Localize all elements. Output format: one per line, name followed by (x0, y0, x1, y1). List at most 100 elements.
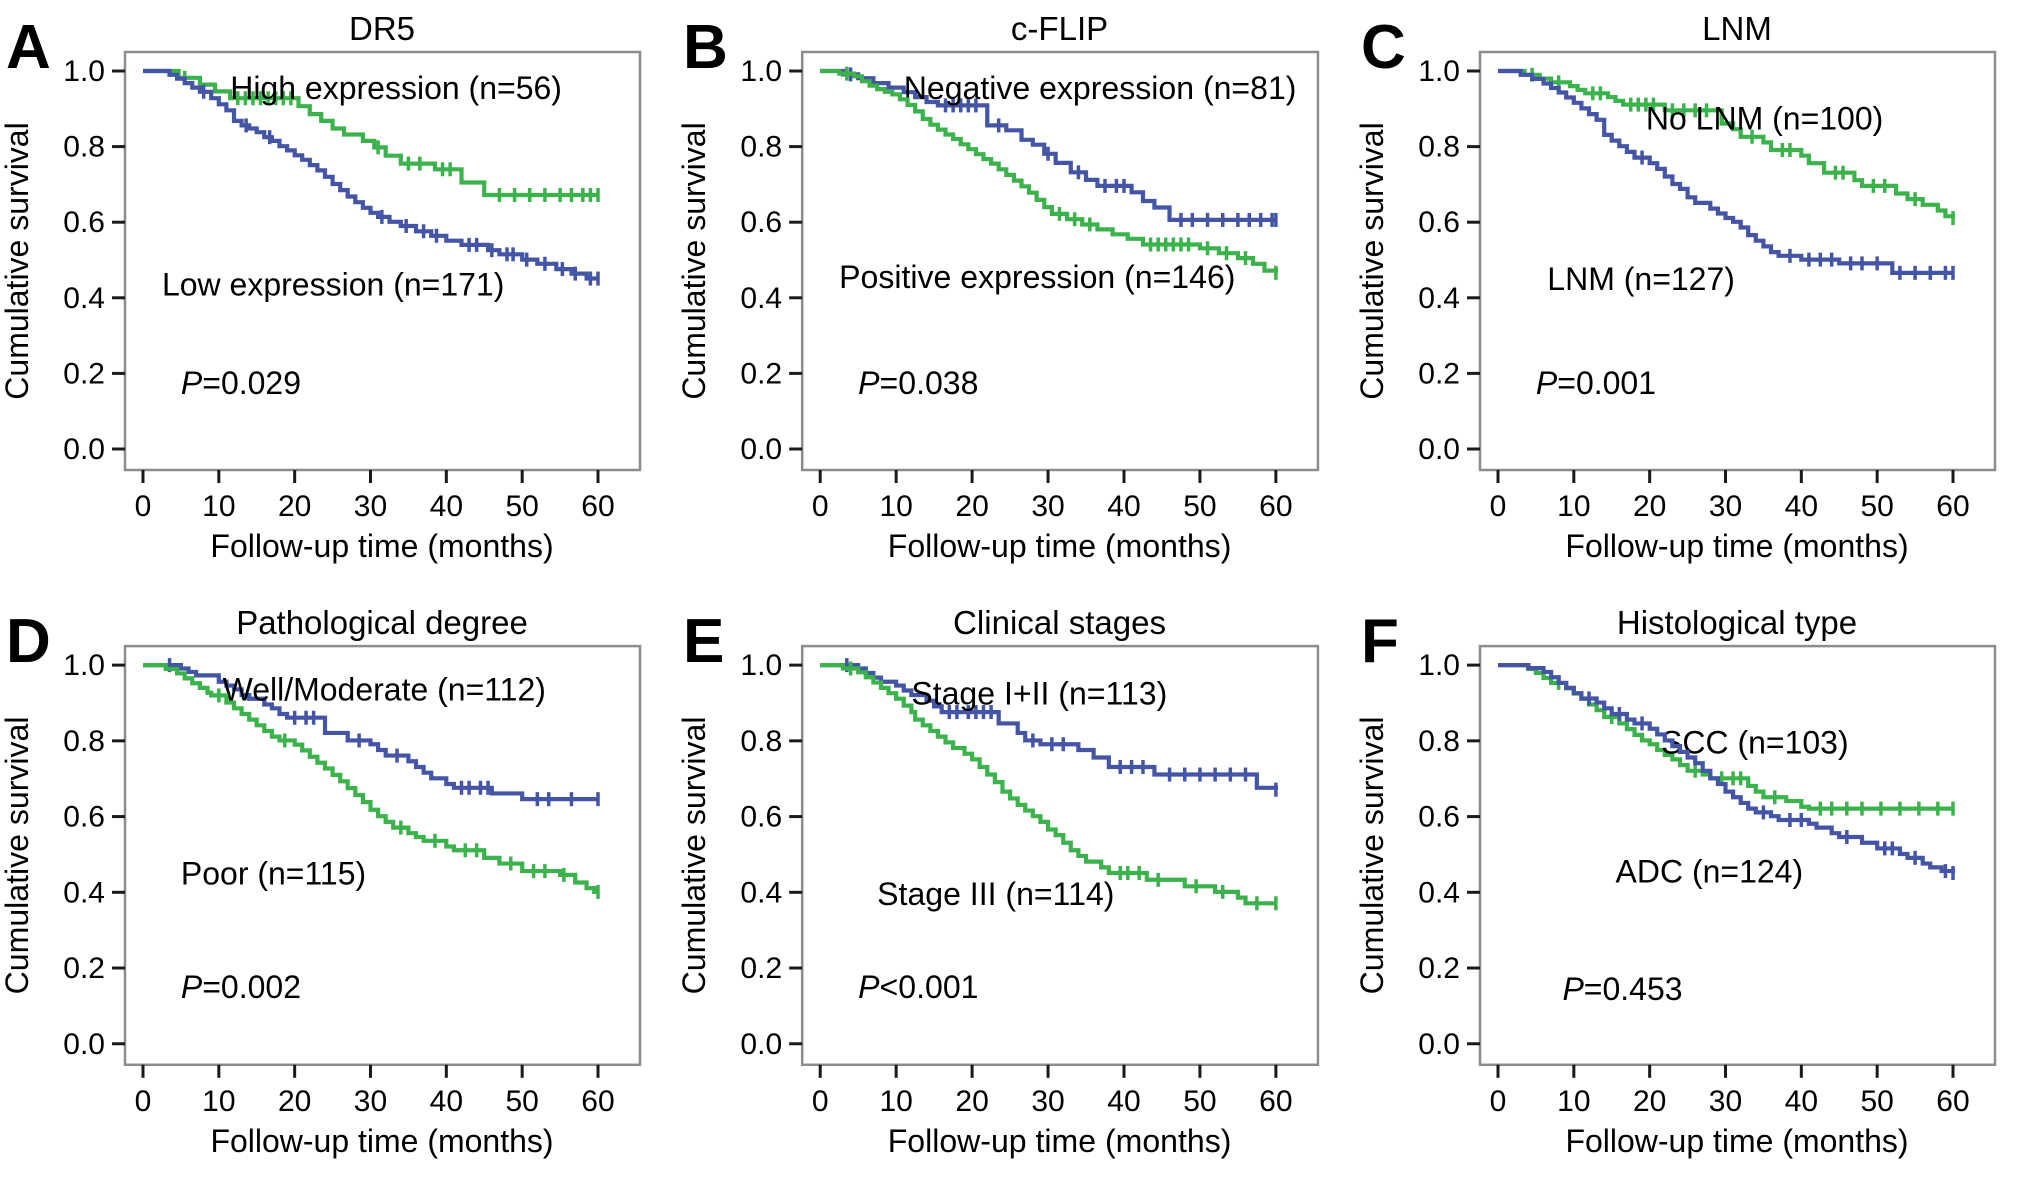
y-tick-label: 0.2 (740, 357, 782, 390)
x-tick-label: 10 (202, 490, 235, 523)
x-tick-label: 40 (1785, 1085, 1818, 1118)
x-tick-label: 10 (879, 490, 912, 523)
x-tick-label: 60 (1259, 490, 1292, 523)
survival-curve-blue (820, 663, 1278, 790)
survival-curve-blue (820, 68, 1276, 222)
y-tick-label: 0.6 (1418, 801, 1460, 834)
censor-marks-blue (1587, 691, 1955, 881)
x-axis-title: Follow-up time (months) (1565, 1123, 1908, 1159)
survival-curve-green (820, 68, 1278, 273)
survival-curve-green (143, 663, 598, 895)
x-tick-label: 20 (278, 1085, 311, 1118)
y-tick-label: 0.0 (1418, 433, 1460, 466)
y-tick-label: 0.8 (1418, 131, 1460, 164)
y-tick-label: 1.0 (1418, 55, 1460, 88)
panel-letter: D (6, 607, 51, 676)
series-label: High expression (n=56) (230, 70, 562, 106)
p-value-symbol: P (1562, 971, 1584, 1007)
panel-A: A DR5 1.0 0.8 0.6 0.4 0.2 0.0 0 10 20 30 40 50 60 Follo… (0, 0, 677, 594)
plot-frame (123, 644, 642, 1067)
x-tick-label: 40 (1785, 490, 1818, 523)
series-label: Well/Moderate (n=112) (223, 672, 546, 708)
p-value-number: =0.001 (1557, 365, 1656, 401)
y-tick-label: 0.8 (63, 131, 105, 164)
y-tick-label: 0.4 (740, 282, 782, 315)
x-tick-label: 40 (430, 490, 463, 523)
y-tick-label: 0.2 (1418, 952, 1460, 985)
x-tick-label: 20 (1633, 490, 1666, 523)
y-tick-label: 1.0 (63, 649, 105, 682)
y-tick-label: 0.4 (1418, 282, 1460, 315)
y-axis-title: Cumulative survival (1355, 122, 1390, 399)
y-tick-label: 0.0 (63, 1028, 105, 1061)
y-tick-label: 0.4 (63, 282, 105, 315)
y-tick-label: 0.4 (1418, 876, 1460, 909)
p-value-label: P=0.029 (181, 365, 301, 401)
x-tick-label: 50 (505, 490, 538, 523)
x-tick-label: 0 (1490, 1085, 1507, 1118)
survival-curve-blue (1498, 68, 1953, 275)
x-tick-label: 20 (955, 1085, 988, 1118)
x-tick-label: 40 (430, 1085, 463, 1118)
panel-title: Histological type (1617, 604, 1857, 641)
x-tick-label: 10 (1557, 490, 1590, 523)
series-label: Stage III (n=114) (877, 876, 1114, 912)
panel-C-chart: C LNM 1.0 0.8 0.6 0.4 0.2 0.0 0 10 20 30 40 50 60 Follo… (1355, 10, 1997, 564)
y-axis-title: Cumulative survival (0, 122, 35, 399)
y-axis-title: Cumulative survival (0, 717, 35, 995)
series-label: Low expression (n=171) (162, 267, 504, 303)
p-value-number: =0.029 (202, 365, 301, 401)
x-tick-label: 60 (581, 490, 614, 523)
panel-A-chart: A DR5 1.0 0.8 0.6 0.4 0.2 0.0 0 10 20 30 40 50 60 Follo… (0, 10, 642, 564)
x-axis-title: Follow-up time (months) (210, 1123, 553, 1159)
y-tick-label: 1.0 (740, 649, 782, 682)
series-label: Poor (n=115) (181, 855, 366, 891)
p-value-number: =0.002 (202, 969, 301, 1005)
y-tick-label: 1.0 (740, 55, 782, 88)
survival-curve-green (1498, 68, 1956, 219)
x-tick-label: 60 (1259, 1085, 1292, 1118)
x-tick-label: 20 (278, 490, 311, 523)
p-value-label: P=0.001 (1536, 365, 1656, 401)
p-value-label: P<0.001 (858, 969, 978, 1005)
x-tick-label: 50 (505, 1085, 538, 1118)
x-tick-label: 0 (135, 1085, 152, 1118)
plot-frame (800, 644, 1320, 1067)
panel-E: E Clinical stages 1.0 0.8 0.6 0.4 0.2 0.0 0 10 20 3… (677, 594, 1355, 1189)
y-tick-label: 1.0 (63, 55, 105, 88)
p-value-number: <0.001 (880, 969, 979, 1005)
y-tick-label: 0.8 (63, 725, 105, 758)
x-tick-label: 30 (354, 1085, 387, 1118)
y-tick-label: 0.0 (1418, 1028, 1460, 1061)
panel-F: F Histological type 1.0 0.8 0.6 0.4 0.2 0.0 0 10 2… (1355, 594, 2032, 1189)
x-tick-label: 60 (1936, 1085, 1969, 1118)
x-axis-title: Follow-up time (months) (888, 1123, 1232, 1159)
plot-frame (1478, 644, 1997, 1067)
p-value-symbol: P (181, 969, 203, 1005)
censor-marks-blue (167, 658, 600, 807)
x-tick-label: 10 (879, 1085, 912, 1118)
plot-frame (123, 50, 642, 472)
x-tick-label: 0 (812, 1085, 829, 1118)
series-label: No LNM (n=100) (1646, 100, 1883, 136)
p-value-symbol: P (858, 365, 880, 401)
plot-frame (800, 50, 1320, 472)
x-tick-label: 30 (1031, 1085, 1064, 1118)
panel-letter: E (683, 607, 724, 676)
x-tick-label: 0 (812, 490, 829, 523)
x-tick-label: 20 (1633, 1085, 1666, 1118)
censor-marks-blue (1640, 150, 1955, 280)
censor-marks-blue (845, 658, 1278, 797)
survival-curve-green (820, 663, 1276, 906)
series-label: Positive expression (n=146) (839, 259, 1235, 295)
survival-curve-blue (1498, 663, 1956, 874)
x-tick-label: 50 (1183, 490, 1216, 523)
x-tick-label: 40 (1107, 1085, 1140, 1118)
survival-curve-blue (143, 68, 598, 281)
panel-title: LNM (1702, 10, 1772, 47)
x-tick-label: 30 (1031, 490, 1064, 523)
x-tick-label: 10 (202, 1085, 235, 1118)
plot-frame (1478, 50, 1997, 472)
y-tick-label: 0.0 (740, 433, 782, 466)
panel-title: DR5 (349, 10, 415, 47)
